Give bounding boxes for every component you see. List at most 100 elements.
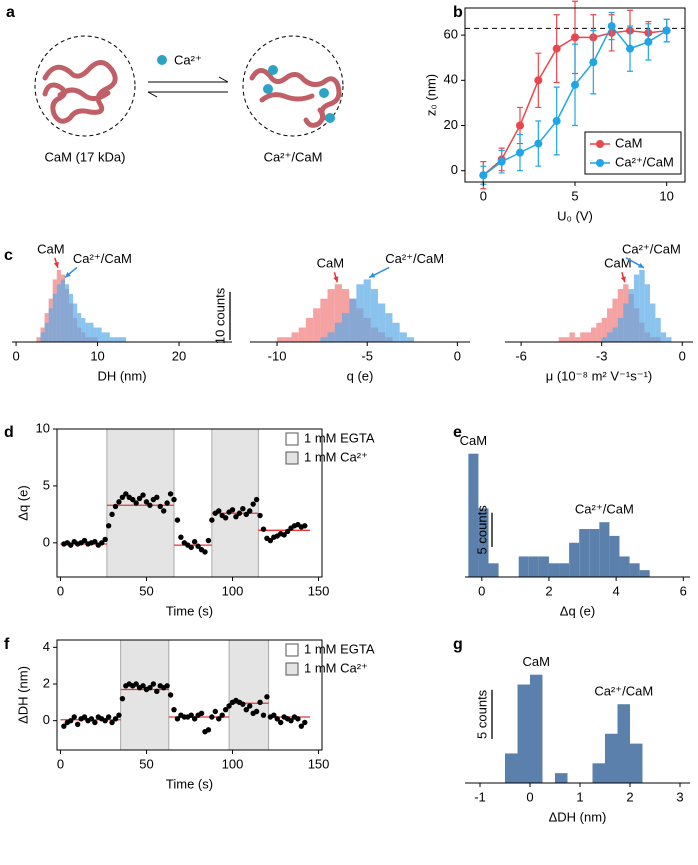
histogram-bar [60,279,65,342]
histogram-bar [478,508,489,577]
histogram-bar [639,570,650,577]
histogram-bar [505,753,518,783]
data-point [174,716,181,722]
histogram-bar [468,453,479,577]
data-point [92,539,98,545]
histogram-bar [89,322,94,342]
protein-ribbon [249,68,342,128]
histogram-bar [607,308,613,342]
x-tick-label: 20 [172,348,186,363]
data-point [198,710,205,717]
histogram-bar [406,337,415,342]
x-tick-label: 10 [90,348,104,363]
histogram-bar [48,308,53,342]
x-tick-label: 2 [545,583,552,598]
legend-box [584,131,682,175]
histogram-bar [44,322,49,342]
calcium-ion [325,113,335,123]
y-tick-label: 10 [36,420,50,435]
data-point [61,723,67,729]
marker [479,171,488,180]
data-point [250,501,256,507]
right-label: Ca²⁺/CaM [264,149,323,164]
x-axis-label: q (e) [347,368,374,383]
x-tick-label: 150 [308,756,330,771]
legend-label: Ca²⁺/CaM [615,154,674,169]
histogram-bar [628,289,634,342]
histogram-bar [605,733,618,783]
x-tick-label: 0 [57,583,64,598]
histogram-bar [623,303,629,342]
marker [571,33,579,42]
marker [516,148,524,157]
x-tick-label: 1 [576,789,583,804]
marker [497,157,506,166]
data-point [150,681,157,687]
panel-label: g [453,636,463,653]
data-point [109,511,115,518]
arrow-head [333,276,339,283]
legend-label: 1 mM EGTA [304,641,375,656]
data-point [222,706,229,713]
histogram-bar [85,322,90,342]
histogram-bar [341,313,350,342]
scale-bar-label: 5 counts [474,689,489,739]
x-tick-label: 2 [626,789,633,804]
data-point [202,549,208,555]
panel-label: d [4,424,14,441]
boundary-circle [34,35,136,137]
data-point [288,717,294,724]
arrow-head [64,271,71,278]
calcium-ion [263,84,273,94]
histogram-bar [40,332,45,342]
y-tick-label: 60 [444,27,458,42]
histogram-bar [617,317,624,342]
histogram-bar [569,332,575,342]
data-point [253,496,260,503]
marker [607,22,616,31]
series-annotation: Ca²⁺/CaM [622,241,681,256]
data-point [209,517,215,523]
x-tick-label: 3 [676,789,683,804]
data-point [271,712,277,718]
data-point [171,496,177,503]
series-annotation: Ca²⁺/CaM [575,502,634,517]
legend-label: 1 mM Ca²⁺ [304,660,368,675]
x-tick-label: 0 [679,348,686,363]
histogram-bar [607,332,613,342]
data-point [274,716,280,722]
y-tick-label: 0 [451,162,458,177]
data-point [154,688,160,695]
data-point [102,536,108,543]
histogram-bar [650,303,656,342]
histogram-bar [399,332,407,342]
ion-label: Ca²⁺ [174,52,202,67]
data-point [247,508,253,514]
legend-swatch [285,432,299,446]
data-point [243,511,249,518]
y-axis-label: Δq (e) [15,485,30,520]
histogram-bar [548,563,560,577]
marker [589,58,598,67]
data-point [209,714,215,720]
x-tick-label: -1 [474,789,486,804]
data-point [247,703,253,709]
data-point [147,684,153,691]
marker [626,44,634,53]
histogram-bar [590,327,597,342]
arrow-head [53,261,59,268]
data-point [222,515,229,521]
x-tick-label: 0 [57,756,64,771]
data-point [281,532,287,538]
legend-label: 1 mM EGTA [304,430,375,445]
histogram-bar [73,303,78,342]
histogram-bar [609,535,620,577]
panel-label: e [453,424,462,441]
x-tick-label: -6 [515,348,527,363]
data-point [105,523,112,529]
histogram-bar [564,337,570,342]
histogram-bar [305,317,314,342]
data-point [81,714,88,720]
histogram-bar [122,337,127,342]
data-point [188,712,194,718]
